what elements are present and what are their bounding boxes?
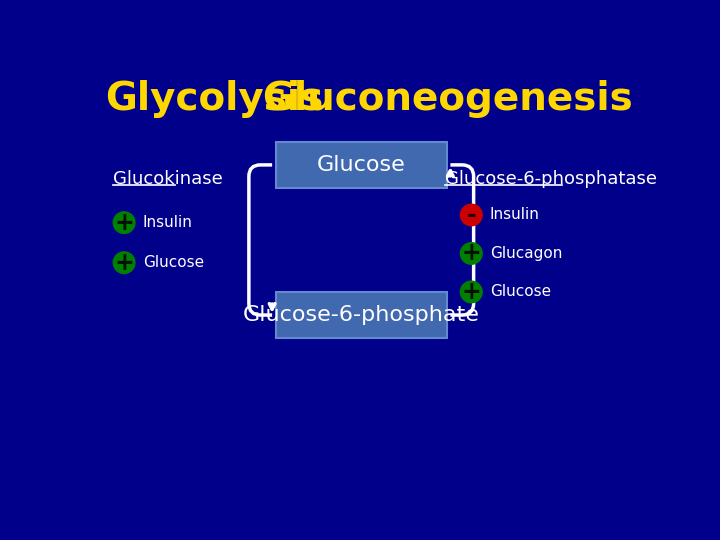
Text: -: - (467, 203, 476, 227)
Circle shape (113, 252, 135, 273)
Text: Insulin: Insulin (490, 207, 540, 222)
Text: Gluconeogenesis: Gluconeogenesis (262, 80, 632, 118)
Text: Glucose: Glucose (143, 255, 204, 270)
Text: +: + (462, 280, 481, 304)
Text: Glycolysis: Glycolysis (106, 80, 324, 118)
Text: Glucose: Glucose (490, 285, 551, 300)
Circle shape (461, 204, 482, 226)
Text: Glucagon: Glucagon (490, 246, 562, 261)
Text: +: + (462, 241, 481, 266)
FancyBboxPatch shape (276, 292, 446, 338)
Text: +: + (114, 211, 134, 235)
Circle shape (461, 242, 482, 264)
Circle shape (461, 281, 482, 303)
Text: Glucokinase: Glucokinase (113, 170, 223, 188)
Text: Glucose-6-phosphatase: Glucose-6-phosphatase (445, 170, 657, 188)
Circle shape (113, 212, 135, 233)
Text: Glucose: Glucose (317, 155, 405, 175)
Text: +: + (114, 251, 134, 275)
Text: Glucose-6-phosphate: Glucose-6-phosphate (243, 305, 480, 325)
FancyBboxPatch shape (276, 142, 446, 188)
Text: Insulin: Insulin (143, 215, 192, 230)
